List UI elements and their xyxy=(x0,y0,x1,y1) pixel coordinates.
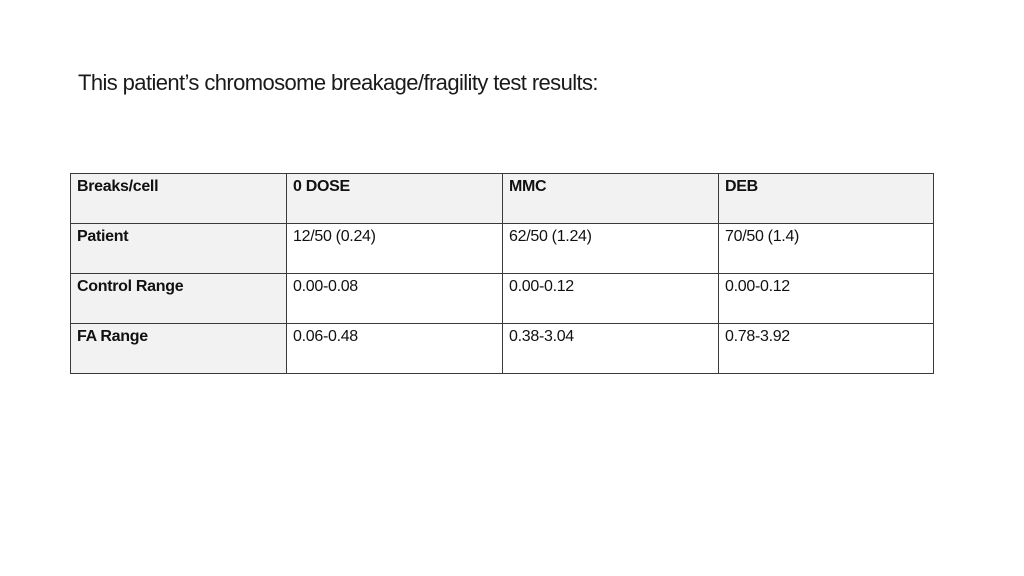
cell-patient-mmc: 62/50 (1.24) xyxy=(502,223,719,274)
results-table: Breaks/cell 0 DOSE MMC DEB Patient 12/50… xyxy=(70,173,934,374)
table-row-fa-range: FA Range 0.06-0.48 0.38-3.04 0.78-3.92 xyxy=(70,323,934,374)
cell-fa-0-dose: 0.06-0.48 xyxy=(286,323,503,374)
table-row-patient: Patient 12/50 (0.24) 62/50 (1.24) 70/50 … xyxy=(70,223,934,274)
slide-title: This patient’s chromosome breakage/fragi… xyxy=(78,70,599,95)
cell-control-deb: 0.00-0.12 xyxy=(718,273,934,324)
header-deb: DEB xyxy=(718,173,934,224)
header-breaks-per-cell: Breaks/cell xyxy=(70,173,287,224)
header-0-dose: 0 DOSE xyxy=(286,173,503,224)
table-header-row: Breaks/cell 0 DOSE MMC DEB xyxy=(70,173,934,224)
row-label-control-range: Control Range xyxy=(70,273,287,324)
row-label-patient: Patient xyxy=(70,223,287,274)
header-mmc: MMC xyxy=(502,173,719,224)
row-label-fa-range: FA Range xyxy=(70,323,287,374)
cell-fa-mmc: 0.38-3.04 xyxy=(502,323,719,374)
cell-control-0-dose: 0.00-0.08 xyxy=(286,273,503,324)
cell-fa-deb: 0.78-3.92 xyxy=(718,323,934,374)
cell-control-mmc: 0.00-0.12 xyxy=(502,273,719,324)
table-row-control-range: Control Range 0.00-0.08 0.00-0.12 0.00-0… xyxy=(70,273,934,324)
cell-patient-deb: 70/50 (1.4) xyxy=(718,223,934,274)
cell-patient-0-dose: 12/50 (0.24) xyxy=(286,223,503,274)
